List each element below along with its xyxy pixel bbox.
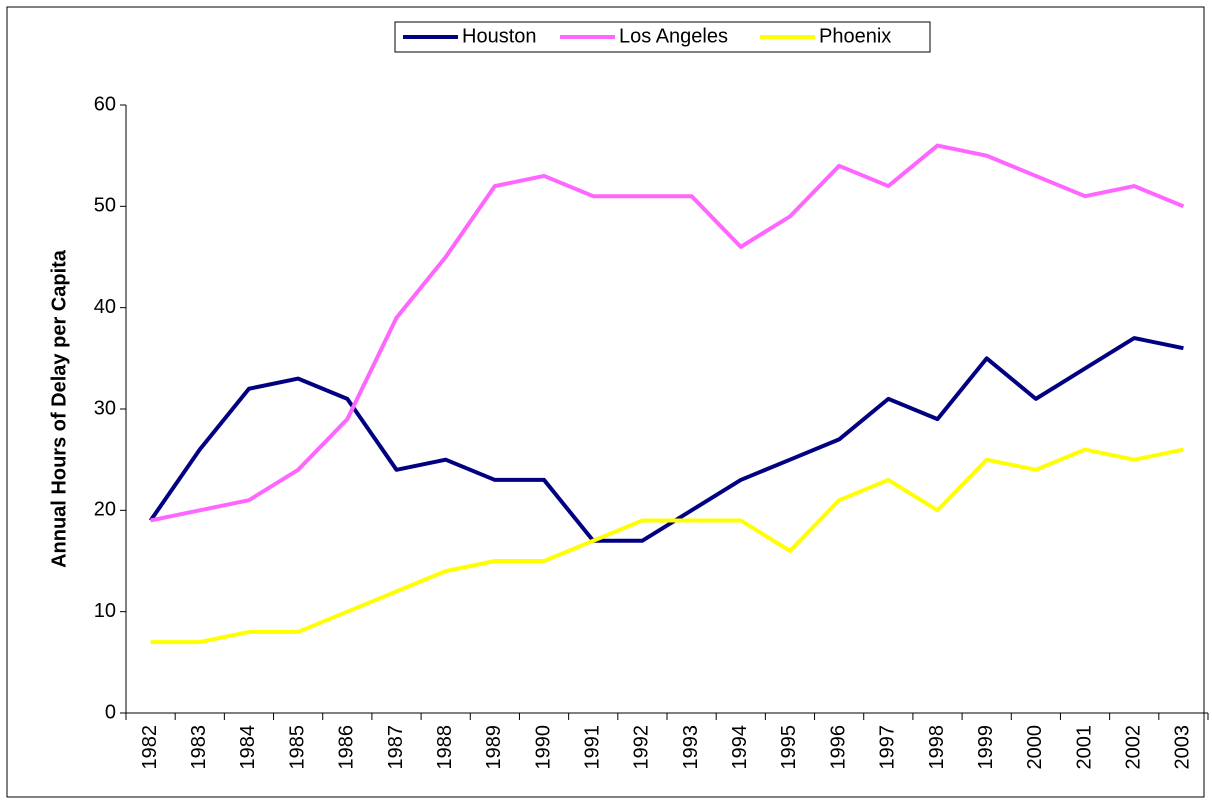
x-tick-label: 1988 (434, 725, 456, 770)
y-tick-label: 60 (94, 93, 116, 115)
x-tick-label: 1987 (385, 725, 407, 770)
x-tick-label: 1994 (729, 725, 751, 770)
y-tick-label: 40 (94, 296, 116, 318)
y-tick-label: 30 (94, 397, 116, 419)
x-tick-label: 1982 (139, 725, 161, 770)
legend-label: Los Angeles (619, 25, 728, 47)
y-tick-label: 0 (105, 701, 116, 723)
legend-box (394, 21, 931, 53)
x-tick-label: 1985 (286, 725, 308, 770)
y-tick-label: 20 (94, 499, 116, 521)
x-tick-label: 1999 (975, 725, 997, 770)
x-tick-label: 1993 (680, 725, 702, 770)
series-line (148, 336, 1184, 543)
series-line (150, 447, 1184, 645)
x-tick-label: 1997 (877, 725, 899, 770)
x-tick-label: 1983 (188, 725, 210, 770)
x-tick-label: 2003 (1172, 725, 1194, 770)
y-tick-label: 10 (94, 600, 116, 622)
x-tick-label: 2001 (1073, 725, 1095, 770)
x-tick-label: 1989 (483, 725, 505, 770)
y-tick-label: 50 (94, 195, 116, 217)
chart-frame (6, 6, 1205, 798)
x-tick-label: 1990 (532, 725, 554, 770)
legend-label: Houston (462, 25, 537, 47)
x-tick-label: 2000 (1024, 725, 1046, 770)
x-tick-label: 1984 (237, 725, 259, 770)
x-tick-label: 1995 (778, 725, 800, 770)
x-tick-label: 1992 (631, 725, 653, 770)
x-tick-label: 1996 (827, 725, 849, 770)
x-tick-label: 1998 (926, 725, 948, 770)
series-line (150, 143, 1185, 523)
legend-label: Phoenix (819, 25, 891, 47)
x-tick-label: 1991 (582, 725, 604, 770)
x-tick-label: 2002 (1123, 725, 1145, 770)
x-tick-label: 1986 (336, 725, 358, 770)
y-axis-title: Annual Hours of Delay per Capita (48, 249, 70, 568)
